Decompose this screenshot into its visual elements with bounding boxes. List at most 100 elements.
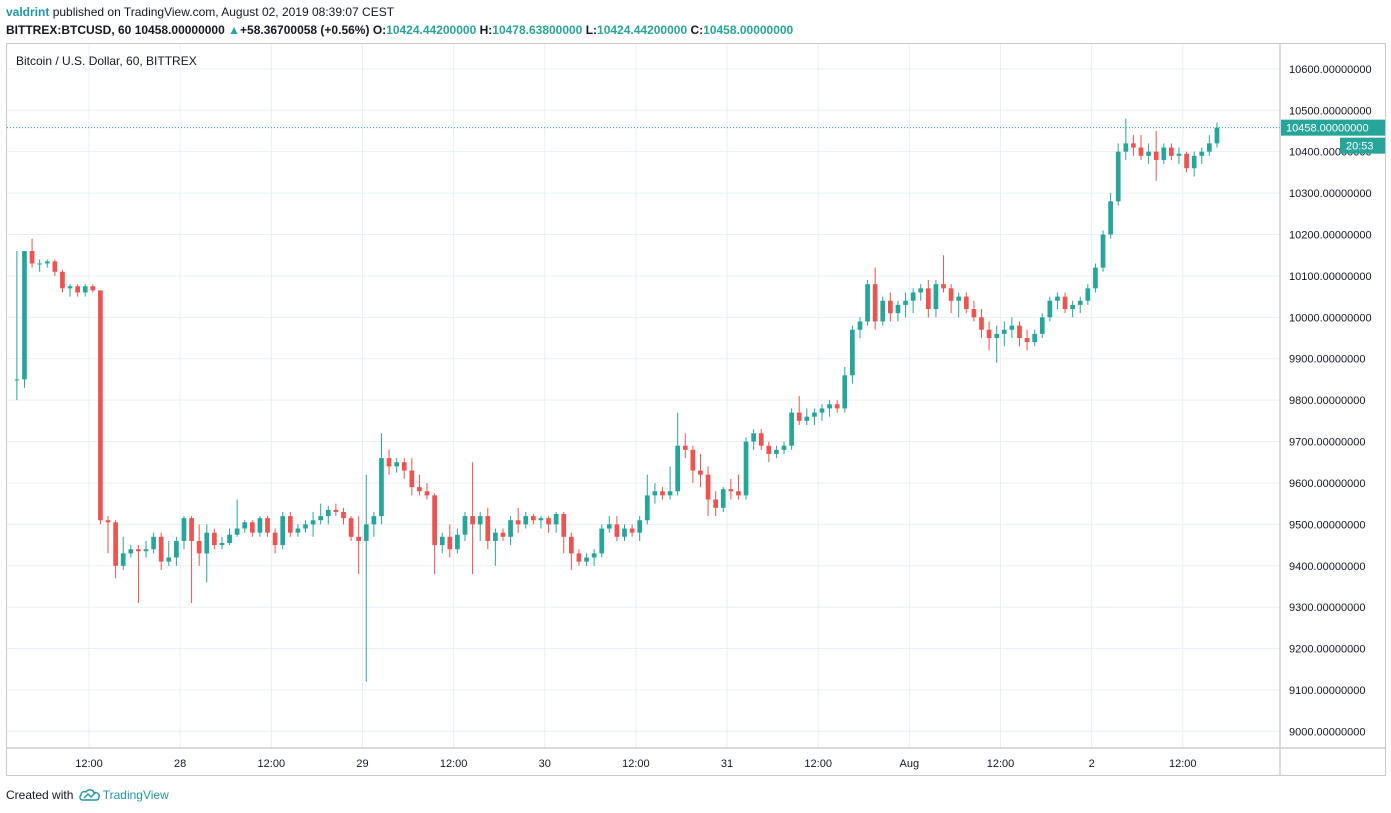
candle: [44, 259, 50, 268]
candle-body: [971, 309, 977, 318]
candle-body: [523, 516, 529, 525]
candle-body: [880, 300, 886, 322]
candle-body: [637, 520, 643, 533]
candle-body: [948, 288, 954, 301]
candle: [409, 458, 415, 496]
candle: [1055, 292, 1060, 310]
candle: [151, 532, 156, 554]
candle-body: [455, 534, 460, 550]
time-tick-label: 12:00: [622, 758, 650, 770]
candle-body: [1009, 325, 1015, 330]
price-tick-label: 9100.00000000: [1289, 685, 1365, 697]
candle: [887, 292, 893, 322]
candle-body: [781, 445, 787, 450]
candle: [1184, 151, 1189, 173]
candle-body: [1055, 296, 1060, 301]
candle: [812, 408, 817, 425]
candle: [181, 516, 187, 550]
candle: [1115, 143, 1121, 206]
candle-body: [143, 549, 149, 552]
time-tick-label: 30: [539, 758, 551, 770]
candle-body: [956, 296, 962, 301]
time-tick-label: 2: [1089, 758, 1095, 770]
candle: [614, 516, 620, 541]
candle-body: [1184, 153, 1189, 169]
candle-body: [1017, 325, 1022, 339]
candlestick-chart[interactable]: 9000.00000000 9100.00000000 9200.00000000 9…: [7, 44, 1385, 775]
time-tick-label: 12:00: [987, 758, 1015, 770]
candle-body: [295, 528, 301, 533]
candle: [1123, 118, 1129, 160]
candle-body: [493, 532, 498, 541]
candle: [675, 412, 681, 496]
candle-body: [318, 516, 324, 521]
candle: [523, 511, 529, 529]
candle: [789, 408, 794, 450]
candle: [341, 507, 346, 525]
close-label: C:: [690, 23, 704, 37]
candle-body: [1191, 155, 1197, 169]
publisher-name[interactable]: valdrint: [6, 5, 50, 19]
candle-body: [720, 489, 726, 508]
candle-body: [371, 516, 377, 525]
candle: [667, 466, 673, 500]
candle: [599, 524, 605, 558]
candle-body: [409, 470, 415, 488]
candle: [1085, 284, 1091, 305]
candle: [500, 528, 506, 541]
candle: [363, 474, 369, 682]
candle: [295, 524, 301, 537]
candle: [819, 404, 825, 421]
candle-body: [789, 412, 794, 446]
candle-body: [682, 445, 688, 450]
candle: [477, 511, 483, 541]
candle-body: [303, 524, 308, 529]
candle-body: [614, 524, 620, 537]
candle-body: [1123, 143, 1129, 152]
candle: [842, 367, 848, 413]
candle: [249, 520, 255, 537]
candle-body: [827, 404, 832, 409]
candle-body: [591, 553, 597, 558]
tradingview-cloud-icon: [78, 789, 100, 802]
candle: [219, 536, 225, 550]
chart-title: Bitcoin / U.S. Dollar, 60, BITTREX: [16, 54, 197, 68]
triangle-up-icon: ▲: [228, 23, 241, 37]
candle: [971, 300, 977, 322]
candle-body: [622, 528, 627, 537]
tradingview-brand-link[interactable]: TradingView: [102, 788, 169, 802]
candle-body: [743, 441, 749, 496]
ohlc-line: BITTREX:BTCUSD, 60 10458.00000000 ▲+58.3…: [6, 23, 793, 37]
candle: [143, 540, 149, 558]
candle-body: [90, 286, 96, 291]
candle: [804, 408, 810, 425]
price-tick-label: 9900.00000000: [1289, 354, 1365, 366]
price-tick-label: 10000.00000000: [1289, 312, 1372, 324]
candle-body: [629, 528, 635, 533]
candle-body: [979, 317, 984, 330]
candle: [546, 516, 551, 533]
candle: [447, 524, 453, 558]
candle-body: [424, 491, 430, 496]
candle-body: [819, 408, 825, 413]
candle: [417, 474, 422, 496]
candle-body: [918, 288, 924, 293]
chart-frame[interactable]: 9000.00000000 9100.00000000 9200.00000000 9…: [6, 43, 1386, 776]
price-tick-label: 10500.00000000: [1289, 105, 1372, 117]
time-tick-label: 12:00: [440, 758, 468, 770]
candle: [698, 453, 703, 488]
candle-body: [1024, 338, 1030, 343]
price-tick-label: 10300.00000000: [1289, 188, 1372, 200]
candle-body: [341, 511, 346, 519]
candle-body: [774, 449, 779, 454]
candle-body: [538, 518, 544, 521]
candle: [941, 255, 946, 293]
candle: [1214, 122, 1220, 148]
candle: [758, 429, 764, 450]
candle: [432, 493, 437, 575]
candle-body: [470, 516, 475, 525]
candle-body: [394, 462, 400, 467]
candle: [120, 536, 126, 570]
candle-body: [728, 489, 734, 492]
candle-body: [1153, 151, 1159, 160]
